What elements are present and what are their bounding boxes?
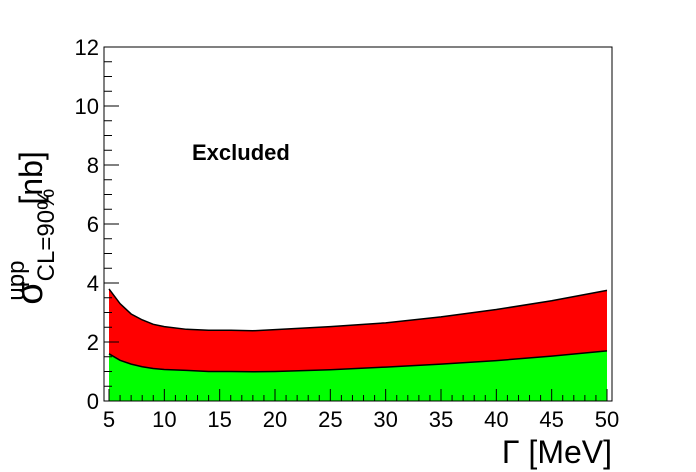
x-tick-label: 45	[539, 407, 563, 432]
y-tick-label: 8	[87, 153, 99, 178]
y-axis-subscript: CL=90%	[33, 189, 60, 282]
y-tick-label: 2	[87, 330, 99, 355]
x-tick-label: 30	[373, 407, 397, 432]
y-tick-label: 6	[87, 212, 99, 237]
upper-limit-band-line	[108, 288, 608, 332]
y-tick-label: 4	[87, 271, 99, 296]
y-axis-superscript: upp	[3, 261, 30, 301]
x-tick-label: 35	[429, 407, 453, 432]
chart-outlines	[108, 288, 608, 373]
axis-ticks	[104, 46, 608, 402]
x-tick-label: 20	[263, 407, 287, 432]
y-tick-label: 10	[75, 94, 99, 119]
x-tick-label: 50	[595, 407, 619, 432]
x-axis-title: Γ [MeV]	[502, 434, 612, 470]
y-tick-label: 12	[75, 35, 99, 60]
x-tick-label: 5	[103, 407, 115, 432]
x-tick-label: 25	[318, 407, 342, 432]
x-tick-labels: 5 10 15 20 25 30 35 40 45 50	[103, 407, 619, 432]
annotation-excluded: Excluded	[192, 140, 290, 165]
y-tick-label: 0	[87, 389, 99, 414]
svg-text:σCL=90%upp[nb]: σCL=90%upp [nb]	[3, 151, 60, 305]
inner-limit-band-area	[109, 350, 607, 401]
x-tick-label: 10	[152, 407, 176, 432]
x-tick-label: 15	[207, 407, 231, 432]
y-axis-symbol: σ	[9, 281, 51, 304]
y-tick-labels: 0 2 4 6 8 10 12	[75, 35, 99, 414]
x-tick-label: 40	[484, 407, 508, 432]
inner-limit-band-line	[108, 350, 608, 373]
y-axis-title: σCL=90%upp [nb]	[3, 151, 60, 305]
y-axis-unit: [nb]	[13, 151, 49, 204]
chart-areas	[109, 288, 607, 401]
